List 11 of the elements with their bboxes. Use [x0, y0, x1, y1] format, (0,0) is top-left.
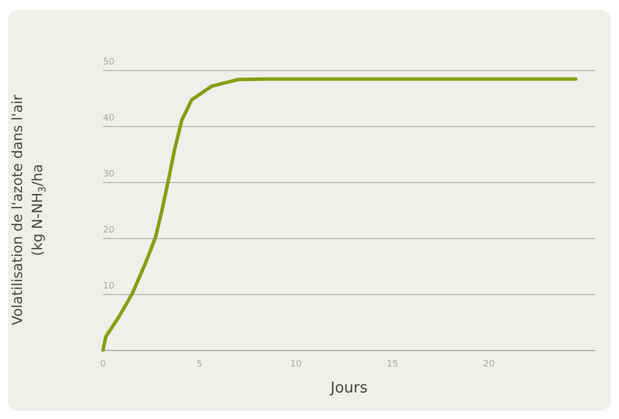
- y-tick-label: 20: [103, 226, 115, 236]
- y-tick-label: 40: [103, 114, 115, 124]
- y-tick-label: 10: [103, 282, 115, 292]
- x-tick-label: 0: [100, 360, 106, 370]
- x-tick-label: 5: [196, 360, 202, 370]
- x-tick-label: 20: [483, 360, 495, 370]
- y-tick-label: 30: [103, 170, 115, 180]
- y-tick-label: 50: [103, 58, 115, 68]
- x-tick-label: 15: [386, 360, 398, 370]
- x-tick-label: 10: [290, 360, 302, 370]
- x-axis-title: Jours: [329, 378, 368, 396]
